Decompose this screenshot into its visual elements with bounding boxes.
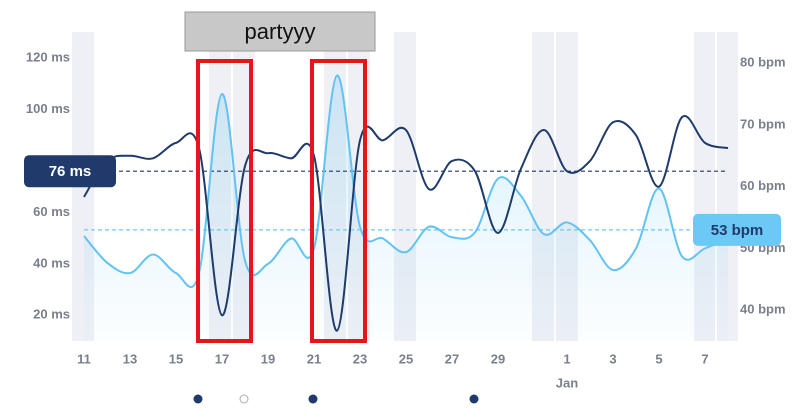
- pager: [193, 394, 479, 404]
- reference-badge: [24, 155, 116, 188]
- page-dot[interactable]: [193, 394, 203, 404]
- x-tick-label: 11: [77, 351, 91, 366]
- y-tick-label: 20 ms: [33, 307, 70, 322]
- x-tick-label: 7: [701, 351, 708, 366]
- y2-tick-label: 40 bpm: [740, 302, 786, 317]
- x-tick-label: 3: [609, 351, 616, 366]
- y2-tick-label: 80 bpm: [740, 55, 786, 70]
- y-tick-label: 40 ms: [33, 255, 70, 270]
- series-area: [84, 75, 728, 342]
- reference-badge: [693, 213, 781, 246]
- page-dot[interactable]: [308, 394, 318, 404]
- y2-tick-label: 60 bpm: [740, 178, 786, 193]
- annotation: partyyy: [245, 19, 316, 44]
- highlight-box: [196, 59, 253, 343]
- reference-label: 53 bpm: [711, 222, 764, 239]
- x-tick-label: 19: [261, 351, 275, 366]
- x-tick-label: 13: [123, 351, 137, 366]
- series-line: [83, 114, 729, 332]
- reference-label: 76 ms: [49, 163, 92, 180]
- highlight-box: [310, 59, 367, 343]
- month-label: Jan: [556, 375, 578, 390]
- x-tick-label: 1: [563, 351, 570, 366]
- y-tick-label: 60 ms: [33, 204, 70, 219]
- x-tick-label: 25: [399, 351, 413, 366]
- x-tick-label: 15: [169, 351, 183, 366]
- x-tick-label: 23: [353, 351, 367, 366]
- x-tick-label: 5: [655, 351, 662, 366]
- page-dot[interactable]: [239, 394, 249, 404]
- page-dot[interactable]: [469, 394, 479, 404]
- x-tick-label: 29: [491, 351, 505, 366]
- y2-tick-label: 70 bpm: [740, 116, 786, 131]
- x-tick-label: 17: [215, 351, 229, 366]
- y-tick-label: 120 ms: [26, 49, 70, 64]
- x-tick-label: 21: [307, 351, 321, 366]
- annotation-box: [184, 11, 376, 52]
- y-tick-label: 100 ms: [26, 101, 70, 116]
- x-tick-label: 27: [445, 351, 459, 366]
